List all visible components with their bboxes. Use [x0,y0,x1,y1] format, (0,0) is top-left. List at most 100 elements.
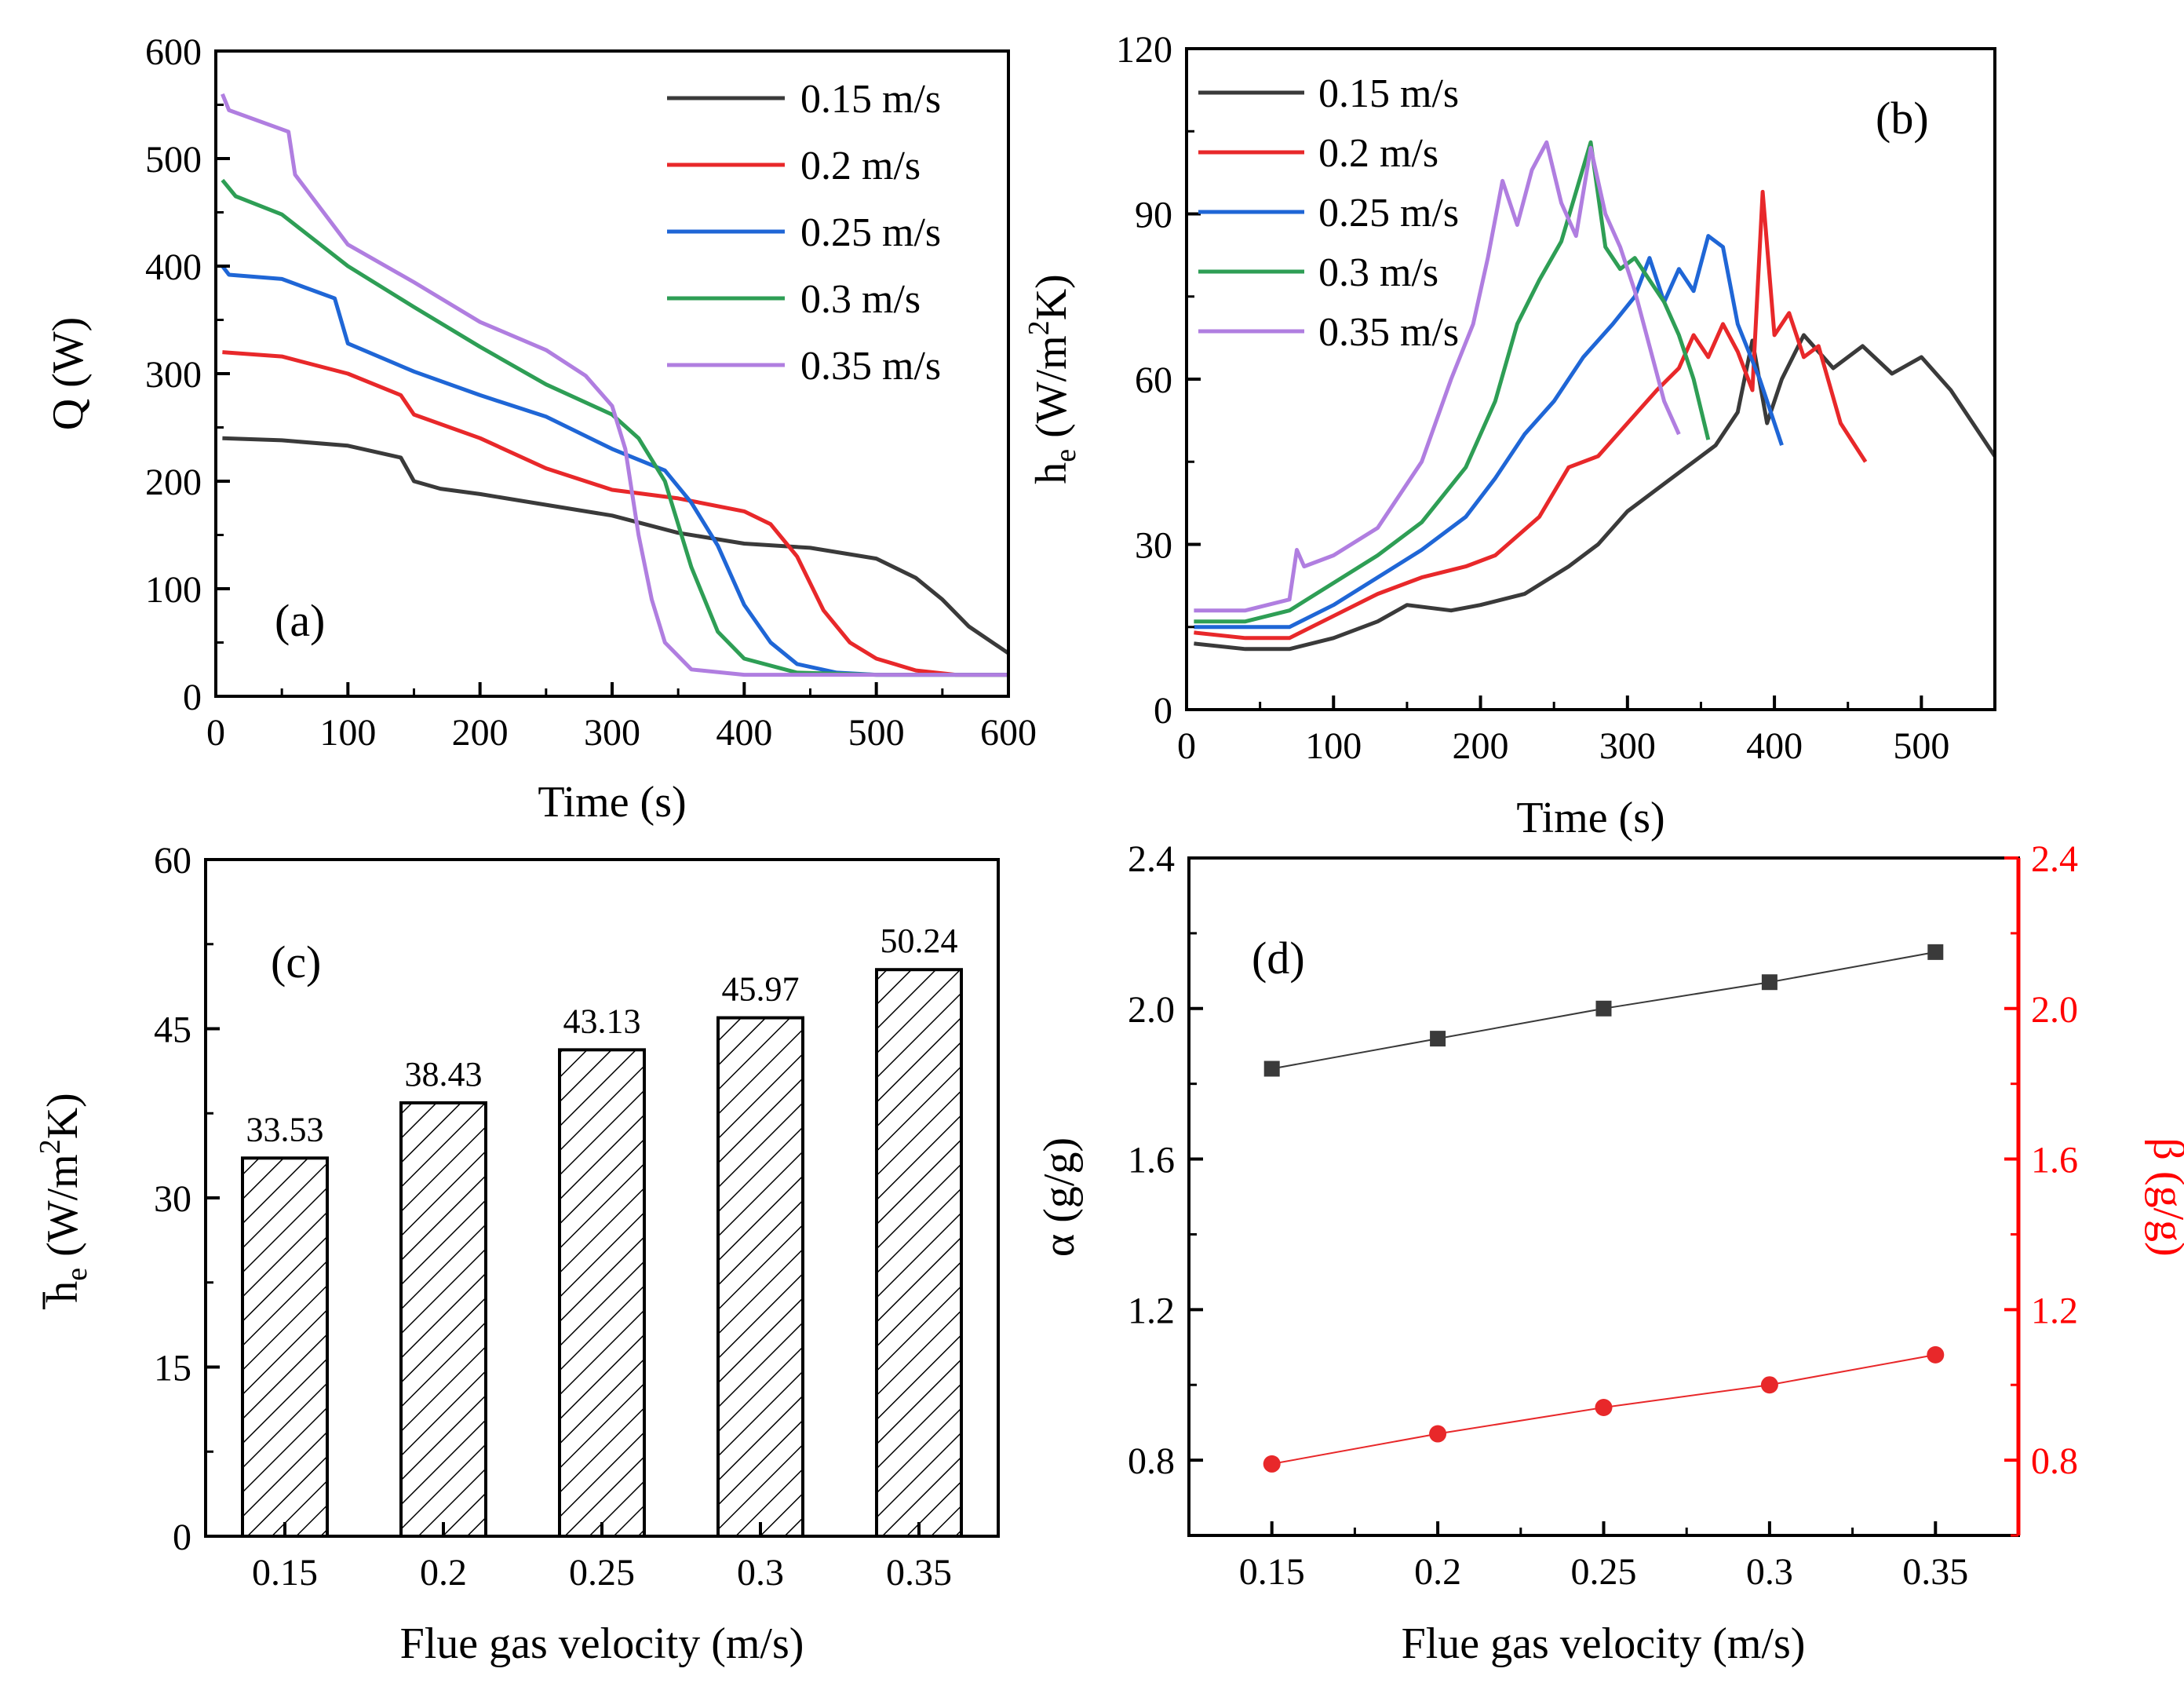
panel-b-series-line-3 [1194,140,1711,624]
panel-a-x-axis-label: Time (s) [538,778,686,827]
panel-c-y-tick-label: 60 [154,840,191,882]
panel-d-alpha-point [1263,1061,1280,1077]
panel-a-legend-label: 0.15 m/s [800,77,941,122]
panel-d-y-axis-label-right: β (g/g) [2144,1137,2184,1256]
panel-c-bar-value-label: 38.43 [405,1055,483,1093]
panel-b-legend-label: 0.25 m/s [1318,191,1459,235]
panel-d-x-tick-label: 0.15 [1239,1551,1305,1593]
panel-c-y-axis-label: he (W/m2K) [34,1093,93,1309]
panel-d-right-y-tick-label: 1.6 [2031,1140,2078,1181]
panel-d-label: (d) [1252,933,1305,984]
panel-a-x-tick-label: 0 [206,712,225,754]
panel-c-bar [558,1048,646,1539]
panel-b-series-line-1 [1194,189,1868,641]
panel-b-ylabel-sup: 2 [1023,320,1056,335]
panel-a-x-tick-label: 100 [319,712,376,754]
panel-b-y-tick-label: 0 [1154,690,1172,732]
panel-d-alpha-point [1430,1031,1446,1047]
panel-c-ylabel-main: h [38,1281,87,1303]
panel-d-y-axis-label-left: α (g/g) [1035,1137,1084,1257]
panel-c-bar [399,1101,487,1539]
panel-d-y-tick-label: 2.0 [1128,989,1175,1031]
panel-c-label: (c) [271,936,321,988]
panel-d-alpha-point [1595,1000,1612,1017]
panel-b-ticks: 0 100 200 300 400 500 0 30 60 90 120 [1116,29,1949,767]
panel-d-beta-point [1760,1376,1778,1394]
panel-d-right-y-tick-label: 2.0 [2031,989,2078,1031]
panel-d-right-y-tick-label: 1.2 [2031,1290,2078,1331]
panel-c-ylabel-units-post: K) [38,1093,87,1139]
panel-c-ylabel-sub: e [60,1268,93,1281]
panel-c-bars: 33.53 38.43 43.13 45.97 50.24 [241,922,963,1539]
panel-d-right-y-tick-label: 0.8 [2031,1440,2078,1482]
panel-a-x-tick-label: 500 [848,712,905,754]
panel-a-legend: 0.15 m/s 0.2 m/s 0.25 m/s 0.3 m/s 0.35 m/s [667,77,941,389]
panel-d-alpha-beta: 0.15 0.2 0.25 0.3 0.35 0.8 1.2 1.6 2.0 2.4 0.8 1.2 1… [1035,838,2184,1668]
panel-a-y-tick-label: 500 [145,139,202,181]
panel-a-legend-label: 0.25 m/s [800,210,941,255]
panel-a-y-tick-label: 200 [145,462,202,503]
panel-a-x-tick-label: 400 [716,712,772,754]
panel-a-y-tick-label: 0 [183,677,202,718]
panel-b-series-line-4 [1194,140,1681,613]
panel-b-ylabel-units-post: K) [1027,274,1076,320]
panel-d-y-tick-label: 1.2 [1128,1290,1175,1331]
panel-b-y-axis-label: he (W/m2K) [1023,274,1082,484]
panel-a-series [221,93,1010,677]
panel-d-beta-point [1927,1345,1945,1364]
panel-c-bar-value-label: 43.13 [563,1002,641,1040]
panel-c-bar [716,1016,804,1538]
panel-c-x-axis-label: Flue gas velocity (m/s) [400,1619,804,1668]
panel-c-x-tick-label: 0.2 [420,1552,467,1594]
panel-b-legend: 0.15 m/s 0.2 m/s 0.25 m/s 0.3 m/s 0.35 m/s [1198,71,1459,355]
panel-c-x-tick-label: 0.35 [886,1552,952,1594]
panel-d-x-tick-label: 0.25 [1571,1551,1637,1593]
panel-d-x-tick-label: 0.2 [1414,1551,1461,1593]
panel-a-series-line-3 [221,178,1008,677]
panel-b-legend-label: 0.15 m/s [1318,71,1459,116]
panel-d-y-tick-label: 0.8 [1128,1440,1175,1482]
panel-b-series [1194,140,1997,652]
panel-a-x-tick-label: 200 [452,712,509,754]
panel-a-q-vs-time: 0 100 200 300 400 500 600 0 100 200 300 400 500 600 (… [44,31,1037,827]
panel-a-y-tick-label: 600 [145,31,202,73]
panel-c-y-tick-label: 45 [154,1009,191,1051]
panel-c-x-tick-label: 0.15 [252,1552,318,1594]
panel-d-series [1263,944,1945,1473]
panel-d-alpha-point [1927,944,1944,960]
panel-d-ticks: 0.15 0.2 0.25 0.3 0.35 0.8 1.2 1.6 2.0 2.4 0.8 1.2 1… [1128,838,2078,1593]
panel-a-series-line-4 [221,93,1008,677]
panel-c-y-tick-label: 30 [154,1178,191,1220]
panel-b-x-tick-label: 500 [1893,725,1949,767]
panel-c-bar [875,968,963,1538]
panel-b-legend-label: 0.2 m/s [1318,131,1438,176]
panel-c-ylabel-units-pre: (W/m [38,1154,87,1268]
panel-b-x-axis-label: Time (s) [1516,794,1664,842]
panel-a-series-line-1 [222,350,1008,677]
panel-a-x-tick-label: 600 [980,712,1037,754]
panel-a-y-tick-label: 100 [145,569,202,611]
panel-b-y-tick-label: 120 [1116,29,1172,71]
panel-d-right-y-tick-label: 2.4 [2031,838,2078,880]
panel-d-y-tick-label: 2.4 [1128,838,1175,880]
panel-d-beta-point [1263,1455,1281,1473]
panel-c-bar-value-label: 50.24 [881,922,958,960]
panel-d-x-tick-label: 0.3 [1746,1551,1793,1593]
panel-c-y-axis-label-text: he (W/m2K) [34,1093,93,1303]
panel-b-series-line-0 [1194,333,1997,652]
panel-b-x-tick-label: 200 [1453,725,1509,767]
panel-c-bar-chart: 33.53 38.43 43.13 45.97 50.24 0.15 0.2 0.25 0.3… [34,840,1000,1668]
panel-a-legend-label: 0.2 m/s [800,144,921,188]
panel-a-y-axis-label: Q (W) [44,317,93,431]
panel-b-series-line-2 [1194,234,1784,630]
panel-a-label: (a) [275,595,325,646]
panel-d-beta-point [1595,1398,1613,1416]
panel-c-ticks: 0.15 0.2 0.25 0.3 0.35 0 15 30 45 60 [154,840,952,1594]
panel-b-x-tick-label: 0 [1177,725,1196,767]
panel-b-ylabel-main: h [1027,462,1076,484]
panel-d-beta-point [1429,1425,1447,1443]
panel-c-bar-value-label: 33.53 [246,1110,324,1148]
panel-b-legend-label: 0.35 m/s [1318,310,1459,355]
panel-c-y-tick-label: 0 [173,1517,191,1558]
